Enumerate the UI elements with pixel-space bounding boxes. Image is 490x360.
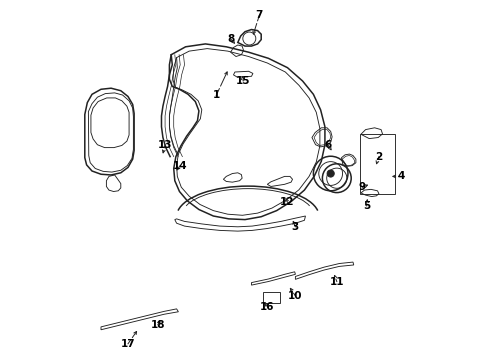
Text: 15: 15 — [236, 76, 250, 86]
Text: 8: 8 — [227, 34, 234, 44]
Text: 12: 12 — [280, 197, 294, 207]
Text: 4: 4 — [398, 171, 405, 181]
Text: 16: 16 — [260, 302, 274, 312]
Text: 17: 17 — [121, 339, 135, 349]
Bar — [263, 292, 280, 303]
Text: 13: 13 — [158, 140, 172, 150]
Text: 7: 7 — [256, 10, 263, 20]
Text: 14: 14 — [173, 161, 188, 171]
Text: 2: 2 — [375, 152, 383, 162]
Text: 18: 18 — [150, 320, 165, 330]
Text: 11: 11 — [330, 276, 344, 287]
Text: 5: 5 — [363, 201, 370, 211]
Bar — [360, 134, 395, 194]
Circle shape — [327, 170, 334, 177]
Text: 3: 3 — [292, 222, 299, 232]
Text: 10: 10 — [288, 291, 303, 301]
Text: 6: 6 — [324, 140, 331, 150]
Text: 1: 1 — [213, 90, 220, 100]
Text: 9: 9 — [359, 182, 366, 192]
